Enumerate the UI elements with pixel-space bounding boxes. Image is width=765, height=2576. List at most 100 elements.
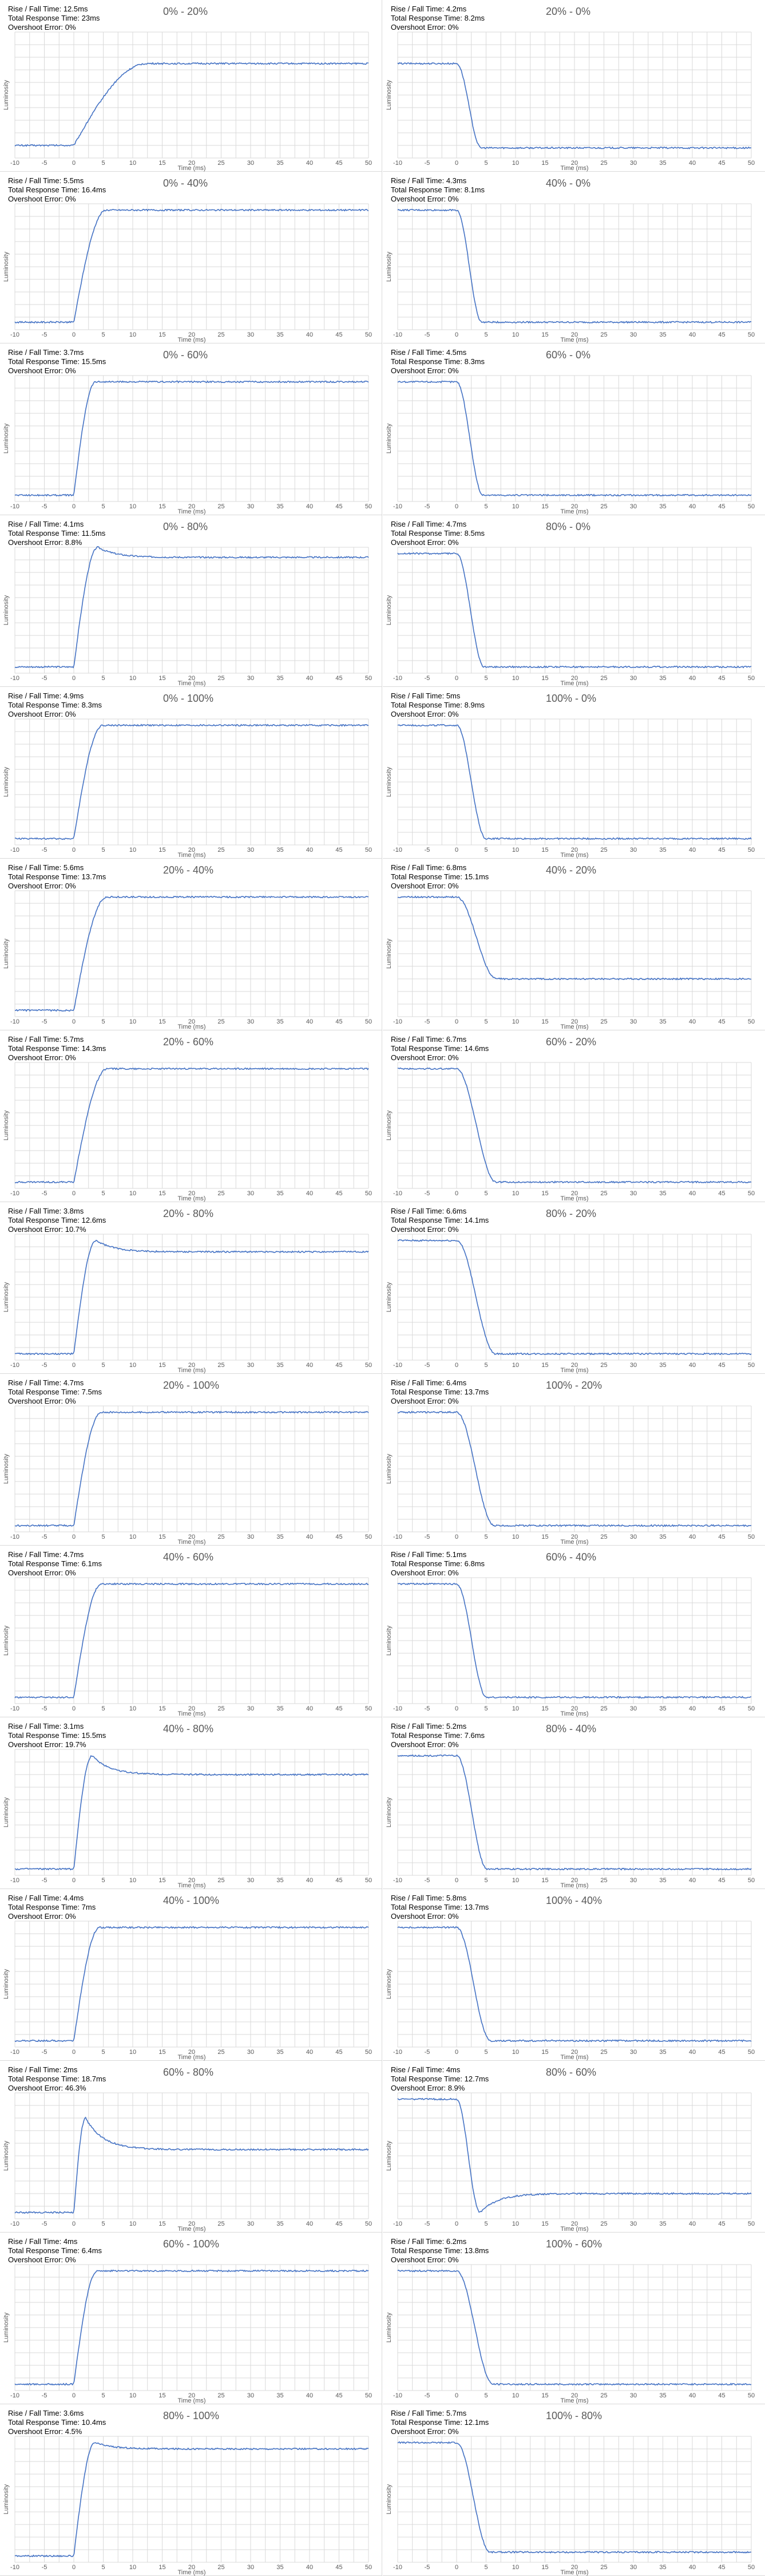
total-response-time-label: Total Response Time: [391,1731,463,1740]
x-tick-label: 50 [365,1018,372,1025]
x-tick-label: 50 [365,2564,372,2571]
x-tick-label: 40 [306,331,313,338]
x-tick-label: 50 [365,847,372,854]
overshoot-error-label: Overshoot Error: [391,2255,446,2264]
stats-block: Rise / Fall Time: 4.3ms Total Response Ti… [391,176,485,204]
y-axis-label: Luminosity [3,2312,10,2342]
y-axis-label: Luminosity [386,2312,393,2342]
x-tick-label: 15 [158,2564,165,2571]
x-tick-label: 25 [217,1362,224,1369]
total-response-time-value: 8.9ms [464,701,485,709]
rise-fall-time: Rise / Fall Time: 4.7ms [8,1378,102,1388]
y-axis-label: Luminosity [3,251,10,282]
y-axis-label: Luminosity [3,2140,10,2171]
rise-fall-time-label: Rise / Fall Time: [8,1378,62,1387]
x-tick-label: 0 [72,1877,76,1884]
x-axis-label: Time (ms) [177,2569,205,2576]
x-tick-label: 50 [748,2564,755,2571]
y-axis-label: Luminosity [3,1969,10,1999]
overshoot-error-value: 0% [447,366,459,375]
x-tick-label: 10 [512,503,519,510]
x-axis-label: Time (ms) [560,1882,588,1889]
x-tick-label: -10 [393,503,402,510]
x-tick-label: 20 [571,331,578,338]
x-tick-label: 20 [188,1362,195,1369]
stats-block: Rise / Fall Time: 6.7ms Total Response Ti… [391,1035,489,1062]
x-tick-label: 25 [600,2221,607,2227]
luminosity-plot: -10 -5 0 5 10 15 20 25 30 35 40 45 50 Time (ms) Lumino… [386,547,755,687]
overshoot-error-label: Overshoot Error: [8,882,64,890]
x-tick-label: 15 [541,1877,548,1884]
overshoot-error-label: Overshoot Error: [8,2084,64,2092]
x-tick-label: 10 [512,160,519,167]
overshoot-error: Overshoot Error: 0% [391,1568,485,1578]
total-response-time: Total Response Time: 8.2ms [391,14,485,23]
chart-title: 20% - 100% [163,1380,220,1391]
x-tick-label: 45 [718,1705,725,1712]
x-tick-label: 25 [600,1018,607,1025]
x-tick-label: 40 [689,160,696,167]
x-tick-label: 10 [129,503,136,510]
x-tick-label: 45 [335,2049,342,2056]
y-axis-label: Luminosity [386,1110,393,1140]
total-response-time-value: 7.5ms [81,1388,102,1396]
x-tick-label: 5 [101,1534,105,1540]
total-response-time: Total Response Time: 6.4ms [8,2246,102,2255]
x-tick-label: 35 [276,2392,283,2399]
x-tick-label: 10 [512,1877,519,1884]
overshoot-error-value: 0% [65,2255,76,2264]
overshoot-error-value: 0% [65,882,76,890]
y-axis-label: Luminosity [386,1625,393,1656]
rise-fall-time-label: Rise / Fall Time: [391,2065,445,2074]
x-tick-label: 15 [541,1018,548,1025]
x-tick-label: 10 [129,1362,136,1369]
rise-fall-time-label: Rise / Fall Time: [391,520,445,528]
overshoot-error-label: Overshoot Error: [8,2427,64,2436]
y-axis-label: Luminosity [386,80,393,110]
x-tick-label: 25 [217,1534,224,1540]
total-response-time-value: 12.1ms [464,2418,489,2427]
overshoot-error-value: 0% [65,710,76,718]
chart-title: 80% - 20% [546,1208,597,1219]
x-tick-label: 20 [571,1877,578,1884]
stats-block: Rise / Fall Time: 4.4ms Total Response Ti… [8,1894,96,1921]
x-tick-label: 5 [101,160,105,167]
total-response-time-label: Total Response Time: [391,701,463,709]
series-line [397,1067,752,1184]
total-response-time-label: Total Response Time: [8,2246,80,2255]
rise-fall-time-label: Rise / Fall Time: [8,2065,62,2074]
grid-lines [397,375,752,502]
x-tick-label: 50 [365,1705,372,1712]
grid-lines [14,890,369,1017]
rise-fall-time-label: Rise / Fall Time: [391,2237,445,2246]
series-line [397,1239,752,1356]
x-tick-label: 20 [188,2221,195,2227]
x-tick-label: -5 [425,160,430,167]
grid-lines [397,2092,752,2219]
x-tick-label: 20 [571,1705,578,1712]
chart-title: 60% - 0% [546,349,591,361]
x-tick-label: -5 [425,1705,430,1712]
x-tick-label: 25 [217,1877,224,1884]
x-tick-label: 45 [335,675,342,682]
x-tick-label: 15 [158,503,165,510]
rise-fall-time-label: Rise / Fall Time: [8,5,62,13]
overshoot-error: Overshoot Error: 0% [8,1397,102,1406]
x-tick-label: 25 [600,503,607,510]
chart-title: 100% - 0% [546,693,597,704]
chart-panel: Rise / Fall Time: 4.7ms Total Response Ti… [383,515,765,687]
x-tick-label: 20 [571,847,578,854]
x-tick-label: 30 [630,1190,637,1197]
rise-fall-time-value: 6.4ms [446,1378,467,1387]
x-tick-label: 45 [335,2221,342,2227]
x-tick-label: 10 [129,1534,136,1540]
x-tick-label: 35 [276,503,283,510]
rise-fall-time: Rise / Fall Time: 6.6ms [391,1207,489,1216]
x-tick-label: -10 [10,1877,19,1884]
x-tick-label: 50 [748,2049,755,2056]
rise-fall-time-value: 4.1ms [63,520,84,528]
x-tick-label: 30 [630,1534,637,1540]
x-tick-label: 20 [571,160,578,167]
x-tick-label: 35 [659,2049,666,2056]
luminosity-plot: -10 -5 0 5 10 15 20 25 30 35 40 45 50 Time (ms) Lumino… [3,2264,372,2404]
